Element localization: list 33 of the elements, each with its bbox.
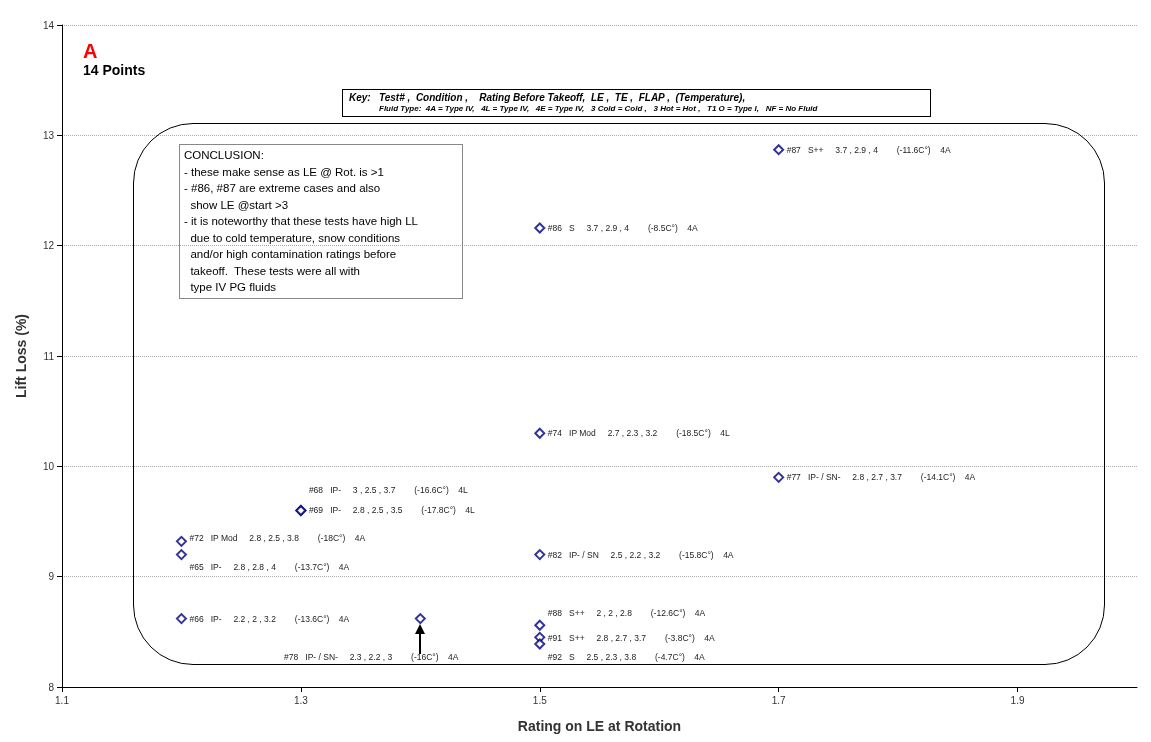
y-tick-label: 9 [48, 571, 55, 583]
annotation: #77 IP- / SN- 2.8 , 2.7 , 3.7 (-14.1C°) 4A [786, 472, 976, 483]
text: 14 Points [83, 62, 146, 78]
y-tick-label: 8 [48, 681, 55, 693]
x-tick-label: 1.3 [293, 694, 309, 706]
text: A [83, 40, 98, 62]
x-tick-label: 1.1 [55, 694, 70, 706]
annotation: #66 IP- 2.2 , 2 , 3.2 (-13.6C°) 4A [189, 613, 350, 624]
y-tick-label: 10 [42, 460, 55, 472]
annotation: #91 S++ 2.8 , 2.7 , 3.7 (-3.8C°) 4A [547, 633, 715, 644]
x-axis-title: Rating on LE at Rotation [517, 718, 682, 734]
annotation: #82 IP- / SN 2.5 , 2.2 , 3.2 (-15.8C°) 4A [547, 549, 734, 560]
y-tick-label: 12 [42, 240, 55, 252]
y-axis-title: Lift Loss (%) [13, 314, 29, 398]
annotation: #69 IP- 2.8 , 2.5 , 3.5 (-17.8C°) 4L [308, 505, 476, 516]
annotation: #92 S 2.5 , 2.3 , 3.8 (-4.7C°) 4A [547, 651, 706, 662]
annotation: #65 IP- 2.8 , 2.8 , 4 (-13.7C°) 4A [189, 561, 350, 572]
x-tick-label: 1.7 [771, 694, 787, 706]
annotation: #78 IP- / SN- 2.3 , 2.2 , 3 (-16C°) 4A [284, 652, 459, 662]
x-tick-label: 1.5 [532, 694, 548, 706]
annotation: #74 IP Mod 2.7 , 2.3 , 3.2 (-18.5C°) 4L [547, 428, 730, 439]
annotation: Fluid Type: 4A = Type IV, 4L = Type IV, 4E = Type IV, 3 Cold = Cold , 3 Hot = Hot , T1 O = Type I, NF = No Fluid [378, 104, 819, 113]
x-tick-label: 1.9 [1010, 694, 1025, 706]
y-tick-label: 11 [43, 350, 55, 362]
y-tick-label: 13 [42, 129, 55, 141]
annotation: #88 S++ 2 , 2 , 2.8 (-12.6C°) 4A [547, 608, 706, 619]
text: CONCLUSION: - these make sense as LE @ Rot. is >1 - #86, #87 are extreme cases and also show LE @start >3 - it is noteworthy that these tests have high LL due to cold temperature, snow conditions and/or high contamination ratings before takeoff. These tests were all with type IV PG fluids [184, 149, 418, 293]
annotation: #68 IP- 3 , 2.5 , 3.7 (-16.6C°) 4L [308, 485, 468, 496]
annotation: Key: Test# , Condition , Rating Before Takeoff, LE , TE , FLAP , (Temperature), [349, 92, 747, 103]
annotation: #72 IP Mod 2.8 , 2.5 , 3.8 (-18C°) 4A [189, 533, 366, 544]
annotation: #87 S++ 3.7 , 2.9 , 4 (-11.6C°) 4A [786, 144, 951, 155]
annotation: #86 S 3.7 , 2.9 , 4 (-8.5C°) 4A [547, 223, 698, 234]
y-tick-label: 14 [42, 19, 55, 31]
